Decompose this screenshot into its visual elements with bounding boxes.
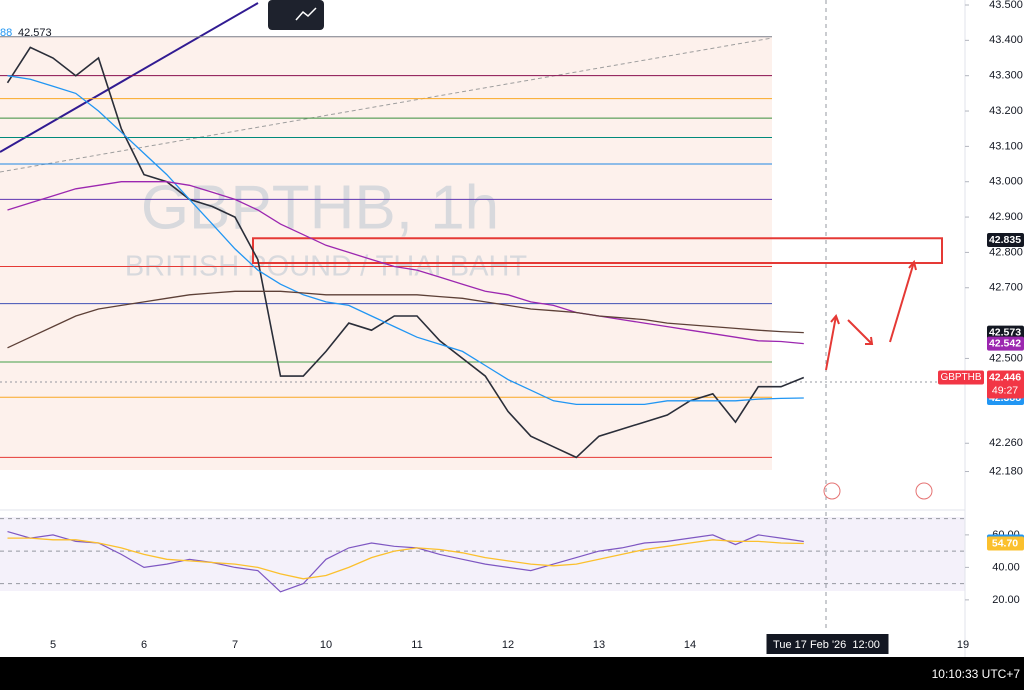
x-tick-label: 6 [141, 639, 147, 651]
price-badge [987, 325, 1024, 340]
y-tick-label: 43.100 [989, 140, 1023, 152]
trend-line [0, 2, 259, 153]
forecast-arrows [825, 259, 917, 371]
legend-fragment: 88 [0, 27, 12, 39]
price-badge-label: 42.835 [989, 234, 1021, 246]
x-tick-label: 13 [593, 639, 605, 651]
x-tick-label: 10 [320, 639, 332, 651]
watermark-title: GBPTHB, 1h [141, 173, 499, 242]
series-line [7, 290, 804, 349]
price-badge [987, 370, 1024, 399]
x-tick-label: 14 [684, 639, 696, 651]
y-tick-label: 43.000 [989, 176, 1023, 188]
y-tick-label: 42.180 [989, 465, 1023, 477]
price-badge-label: 42.542 [989, 337, 1021, 349]
x-tick-label: 5 [50, 639, 56, 651]
price-badge-label: 42.446 [989, 371, 1021, 383]
y-tick-label: 43.400 [989, 34, 1023, 46]
price-badge [987, 336, 1024, 351]
legend-value: 42.573 [18, 27, 52, 39]
y-tick-label: 42.900 [989, 211, 1023, 223]
price-badge-label: 42.573 [989, 326, 1021, 338]
event-icons [823, 482, 933, 500]
y-tick-label: 42.500 [989, 352, 1023, 364]
price-badge [987, 233, 1024, 248]
y-tick-label: 43.500 [989, 0, 1023, 11]
toolbar[interactable] [268, 0, 324, 30]
series-line [6, 46, 805, 459]
fib-background [0, 37, 772, 470]
y-tick-label: 43.300 [989, 70, 1023, 82]
x-tick-label: 19 [957, 639, 969, 651]
y-tick-label: 20.00 [992, 594, 1020, 606]
symbol-badge-name: GBPTHB [940, 372, 981, 383]
x-tick-label: Tue 17 Feb '26 12:00 [773, 639, 880, 651]
rsi-band-fill [0, 517, 965, 591]
clock: 10:10:33 UTC+7 [932, 667, 1021, 681]
series-line [7, 181, 804, 345]
y-tick-label: 40.00 [992, 561, 1020, 573]
y-tick-label: 42.700 [989, 282, 1023, 294]
y-tick-label: 42.800 [989, 246, 1023, 258]
x-tick-label: 7 [232, 639, 238, 651]
trend-line-dashed [0, 37, 773, 173]
x-tick-label: 11 [411, 639, 422, 651]
series-line [7, 531, 804, 593]
symbol-badge [938, 370, 984, 385]
status-bar [0, 657, 1024, 690]
price-badge-label: 54.70 [992, 537, 1018, 549]
countdown: 49:27 [992, 384, 1018, 396]
series-line [7, 75, 804, 406]
x-tick-label: 12 [502, 639, 514, 651]
y-tick-label: 42.260 [989, 437, 1023, 449]
series-line [7, 537, 804, 580]
toolbar-icon [295, 7, 317, 21]
y-tick-label: 43.200 [989, 105, 1023, 117]
price-badge [987, 536, 1024, 551]
crosshair-label-bg [766, 634, 889, 654]
